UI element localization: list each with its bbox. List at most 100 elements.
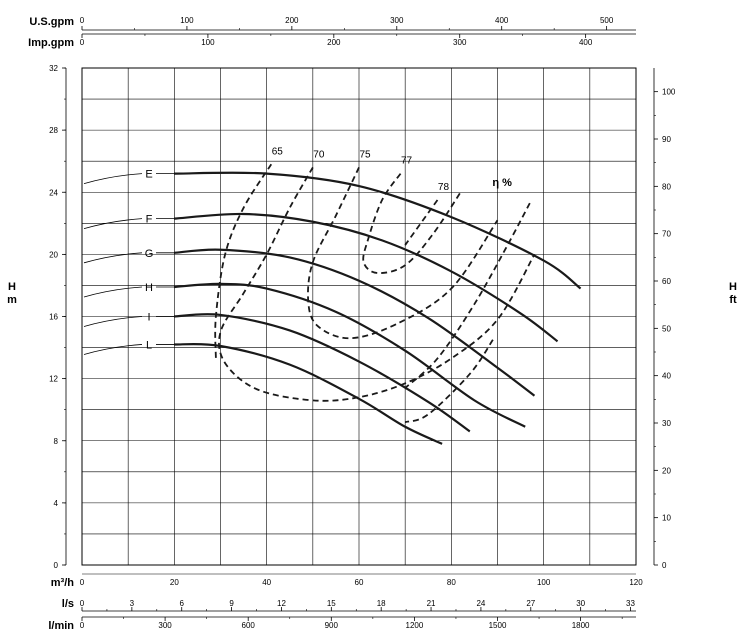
scale-title: Imp.gpm: [28, 37, 74, 49]
scale-tick-label: 600: [242, 621, 256, 630]
scale-tick-label: 200: [327, 38, 341, 47]
right-tick-label: 50: [662, 324, 671, 333]
scale-tick-label: 500: [600, 16, 614, 25]
left-tick-label: 20: [49, 250, 58, 259]
curve-h: [174, 282, 526, 428]
efficiency-title: η %: [492, 177, 512, 189]
curve-label-l: L: [146, 339, 152, 351]
curve-leader: [83, 252, 143, 264]
scale-tick-label: 24: [476, 599, 485, 608]
scale-tick-label: 3: [130, 599, 135, 608]
scale-title: U.S.gpm: [29, 16, 74, 28]
left-tick-label: 24: [49, 188, 58, 197]
curve-g: [174, 248, 536, 397]
scale-tick-label: 6: [180, 599, 185, 608]
left-tick-label: 32: [49, 64, 58, 73]
efficiency-curve-70: [218, 166, 536, 402]
left-tick-label: 4: [54, 499, 59, 508]
right-tick-label: 30: [662, 419, 671, 428]
curve-label-i: I: [147, 312, 150, 324]
curve-leader: [83, 286, 143, 298]
efficiency-label-65: 65: [272, 146, 284, 157]
scale-tick-label: 9: [229, 599, 234, 608]
right-tick-label: 20: [662, 466, 671, 475]
x-tick-label: 20: [170, 578, 179, 587]
scale-tick-label: 200: [285, 16, 299, 25]
efficiency-label-70: 70: [313, 149, 325, 160]
grid: [81, 67, 637, 566]
right-axis-unit: ft: [729, 294, 737, 306]
curve-f: [174, 212, 559, 343]
curve-label-e: E: [145, 169, 152, 181]
scale-tick-label: 900: [325, 621, 339, 630]
curve-e: [174, 171, 582, 290]
left-tick-label: 16: [49, 313, 58, 322]
scale-tick-label: 27: [526, 599, 535, 608]
curve-leader: [83, 218, 143, 230]
right-tick-label: 60: [662, 277, 671, 286]
curve-leader: [83, 316, 143, 327]
efficiency-curve-branch-5: [404, 202, 531, 389]
curve-l: [174, 342, 443, 445]
left-tick-label: 0: [54, 561, 59, 570]
efficiency-curve-78: [404, 199, 439, 246]
x-axis-title: m³/h: [51, 577, 75, 589]
scale-tick-label: 400: [495, 16, 509, 25]
scale-tick-label: 0: [80, 621, 85, 630]
scale-tick-label: 30: [576, 599, 585, 608]
curve-leader: [83, 173, 143, 184]
right-tick-label: 80: [662, 182, 671, 191]
curve-label-h: H: [145, 282, 153, 294]
efficiency-curve-75: [307, 167, 499, 340]
x-tick-label: 40: [262, 578, 271, 587]
scale-tick-label: 0: [80, 38, 85, 47]
axes: 048121620242832Hm0102030405060708090100H…: [7, 16, 737, 632]
scale-title: l/min: [48, 620, 74, 632]
left-axis-title: H: [8, 281, 16, 293]
scale-tick-label: 1200: [406, 621, 424, 630]
left-tick-label: 8: [54, 437, 59, 446]
curve-label-g: G: [145, 248, 154, 260]
right-tick-label: 100: [662, 88, 676, 97]
x-tick-label: 120: [629, 578, 643, 587]
efficiency-label-78: 78: [438, 182, 450, 193]
x-tick-label: 0: [80, 578, 85, 587]
right-tick-label: 70: [662, 230, 671, 239]
scale-tick-label: 21: [427, 599, 436, 608]
left-tick-label: 28: [49, 126, 58, 135]
right-axis-title: H: [729, 281, 737, 293]
scale-tick-label: 12: [277, 599, 286, 608]
performance-curves: [83, 171, 582, 445]
efficiency-label-75: 75: [359, 149, 371, 160]
curve-leader: [83, 344, 143, 355]
curve-label-f: F: [146, 214, 153, 226]
scale-tick-label: 300: [390, 16, 404, 25]
left-axis-unit: m: [7, 294, 17, 306]
x-tick-label: 80: [447, 578, 456, 587]
scale-tick-label: 400: [579, 38, 593, 47]
right-tick-label: 90: [662, 135, 671, 144]
scale-tick-label: 300: [158, 621, 172, 630]
curve-labels: E F G H I L 65 70 75 77 78 η %: [145, 146, 512, 351]
x-tick-label: 60: [355, 578, 364, 587]
scale-tick-label: 100: [180, 16, 194, 25]
efficiency-label-77: 77: [401, 156, 413, 167]
scale-tick-label: 1800: [572, 621, 590, 630]
scale-tick-label: 15: [327, 599, 336, 608]
x-tick-label: 100: [537, 578, 551, 587]
scale-tick-label: 33: [626, 599, 635, 608]
scale-title: l/s: [62, 598, 74, 610]
efficiency-curve-branch-6: [404, 339, 494, 423]
curve-i: [174, 313, 471, 433]
efficiency-curves: [214, 163, 536, 423]
efficiency-curve-77: [362, 173, 462, 274]
right-tick-label: 40: [662, 372, 671, 381]
scale-tick-label: 0: [80, 599, 85, 608]
scale-tick-label: 300: [453, 38, 467, 47]
left-tick-label: 12: [49, 375, 58, 384]
scale-tick-label: 18: [377, 599, 386, 608]
right-tick-label: 0: [662, 561, 667, 570]
efficiency-curve-65: [214, 163, 273, 359]
scale-tick-label: 100: [201, 38, 215, 47]
